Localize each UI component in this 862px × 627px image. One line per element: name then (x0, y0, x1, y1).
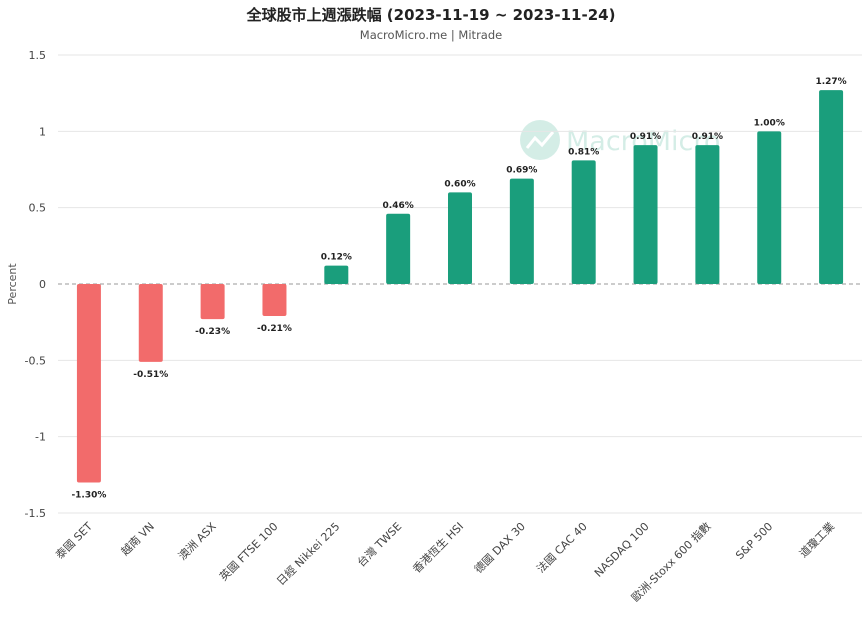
macromicro-logo-icon (520, 120, 560, 160)
bar[interactable] (200, 284, 225, 320)
y-tick-label: 0 (39, 278, 46, 291)
logo-trend-icon (525, 131, 555, 149)
x-tick-label: S&P 500 (733, 520, 775, 562)
bar[interactable] (633, 145, 658, 284)
chart-title: 全球股市上週漲跌幅 (2023-11-19 ~ 2023-11-24) (246, 6, 616, 24)
bar[interactable] (324, 265, 349, 284)
watermark: MacroMicro (520, 120, 720, 160)
data-label: 0.69% (506, 166, 537, 176)
bar[interactable] (757, 131, 782, 284)
data-label: 1.00% (754, 118, 785, 128)
data-label: -0.21% (257, 324, 292, 334)
bar[interactable] (571, 160, 596, 284)
bar[interactable] (819, 90, 844, 284)
data-label: 0.60% (444, 179, 475, 189)
bar[interactable] (76, 284, 101, 483)
x-tick-label: 台灣 TWSE (354, 519, 404, 569)
y-tick-label: 0.5 (29, 202, 47, 215)
y-tick-label: -1 (35, 431, 46, 444)
bar[interactable] (695, 145, 720, 284)
data-label: 0.91% (692, 132, 723, 142)
bar[interactable] (262, 284, 287, 317)
x-tick-label: 泰國 SET (53, 519, 96, 562)
y-tick-label: 1 (39, 125, 46, 138)
x-tick-label: 澳洲 ASX (176, 520, 219, 563)
x-tick-label: NASDAQ 100 (592, 520, 652, 580)
data-label: 0.46% (383, 201, 414, 211)
y-tick-label: 1.5 (29, 49, 47, 62)
x-tick-label: 法國 CAC 40 (533, 519, 589, 575)
x-tick-label: 德國 DAX 30 (471, 519, 528, 576)
bar[interactable] (138, 284, 163, 362)
data-label: -1.30% (71, 490, 106, 500)
bar[interactable] (448, 192, 472, 284)
x-tick-label: 英國 FTSE 100 (216, 519, 280, 583)
y-tick-label: -1.5 (25, 507, 46, 520)
y-tick-label: -0.5 (25, 354, 46, 367)
y-axis-label: Percent (6, 263, 19, 305)
data-label: 0.91% (630, 132, 661, 142)
data-label: -0.51% (133, 370, 168, 380)
chart-subtitle: MacroMicro.me | Mitrade (359, 28, 503, 42)
data-label: 0.81% (568, 147, 599, 157)
x-tick-label: 日經 Nikkei 225 (274, 519, 343, 588)
bar[interactable] (509, 178, 534, 284)
data-label: 0.12% (321, 253, 352, 263)
data-label: -0.23% (195, 327, 230, 337)
bar[interactable] (386, 213, 411, 284)
data-label: 1.27% (815, 77, 846, 87)
x-tick-label: 香港恆生 HSI (410, 519, 467, 576)
x-tick-label: 越南 VN (118, 519, 157, 558)
x-tick-label: 道瓊工業 (796, 519, 837, 560)
